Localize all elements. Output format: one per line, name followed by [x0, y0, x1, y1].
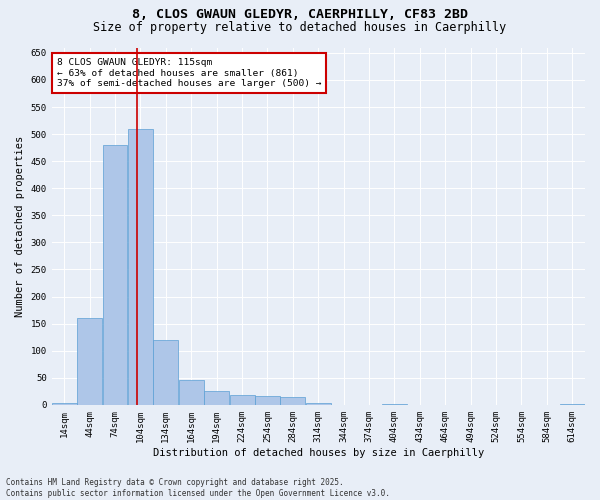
Bar — [128, 128, 153, 405]
Bar — [179, 380, 204, 405]
Bar — [280, 396, 305, 405]
Text: 8 CLOS GWAUN GLEDYR: 115sqm
← 63% of detached houses are smaller (861)
37% of se: 8 CLOS GWAUN GLEDYR: 115sqm ← 63% of det… — [57, 58, 322, 88]
Bar — [103, 145, 127, 405]
Bar — [77, 318, 102, 405]
Bar — [52, 403, 77, 405]
Bar — [306, 403, 331, 405]
Bar — [255, 396, 280, 405]
Bar — [154, 340, 178, 405]
Bar — [204, 392, 229, 405]
Bar — [230, 395, 254, 405]
Text: 8, CLOS GWAUN GLEDYR, CAERPHILLY, CF83 2BD: 8, CLOS GWAUN GLEDYR, CAERPHILLY, CF83 2… — [132, 8, 468, 20]
Bar — [382, 404, 407, 405]
X-axis label: Distribution of detached houses by size in Caerphilly: Distribution of detached houses by size … — [152, 448, 484, 458]
Text: Contains HM Land Registry data © Crown copyright and database right 2025.
Contai: Contains HM Land Registry data © Crown c… — [6, 478, 390, 498]
Y-axis label: Number of detached properties: Number of detached properties — [15, 136, 25, 317]
Text: Size of property relative to detached houses in Caerphilly: Size of property relative to detached ho… — [94, 21, 506, 34]
Bar — [560, 404, 585, 405]
